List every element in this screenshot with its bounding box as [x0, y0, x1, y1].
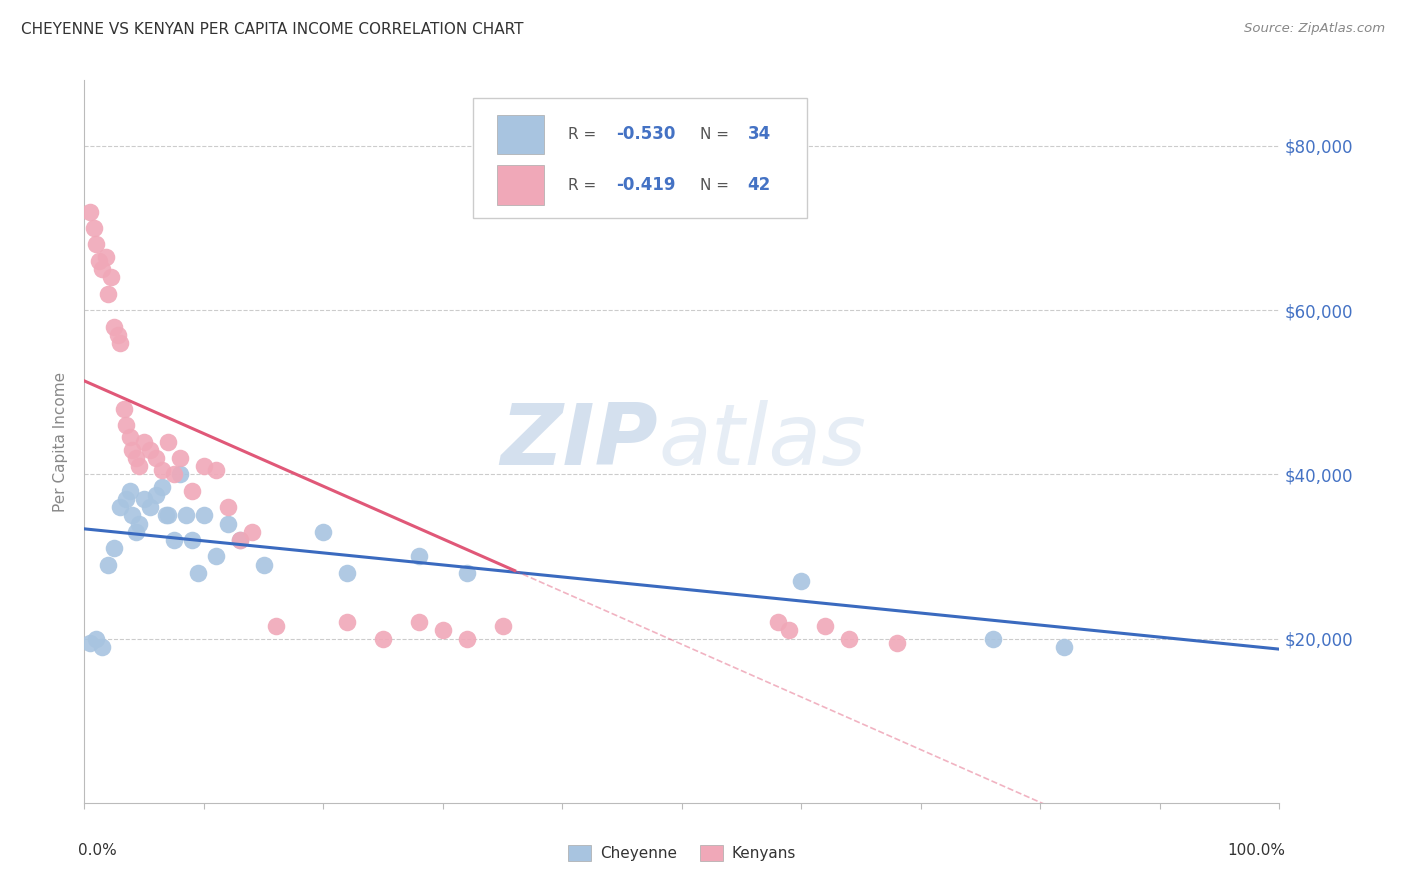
Point [86, 632, 108, 646]
Text: Source: ZipAtlas.com: Source: ZipAtlas.com [1244, 22, 1385, 36]
Text: 34: 34 [748, 126, 770, 144]
Point [112, 401, 135, 416]
Point [408, 549, 430, 564]
Point [336, 615, 359, 630]
Text: CHEYENNE VS KENYAN PER CAPITA INCOME CORRELATION CHART: CHEYENNE VS KENYAN PER CAPITA INCOME COR… [21, 22, 523, 37]
Point [240, 524, 263, 539]
Legend: Cheyenne, Kenyans: Cheyenne, Kenyans [561, 839, 803, 867]
Point [1053, 640, 1076, 654]
FancyBboxPatch shape [472, 98, 807, 218]
Point [132, 491, 156, 506]
Point [814, 619, 837, 633]
Point [187, 566, 209, 580]
Point [169, 467, 191, 482]
Point [838, 632, 860, 646]
Point [121, 508, 143, 523]
Point [128, 516, 150, 531]
Point [766, 615, 789, 630]
Point [217, 516, 239, 531]
Point [94, 250, 117, 264]
Point [157, 508, 180, 523]
Point [79, 204, 101, 219]
Point [145, 488, 167, 502]
Point [492, 619, 515, 633]
Point [103, 541, 125, 556]
Point [264, 619, 287, 633]
Point [115, 491, 138, 506]
Point [163, 533, 186, 547]
Text: 42: 42 [748, 176, 770, 194]
Point [229, 533, 252, 547]
Text: R =: R = [568, 127, 602, 142]
Point [139, 442, 162, 457]
Y-axis label: Per Capita Income: Per Capita Income [53, 371, 69, 512]
Point [110, 500, 132, 515]
Point [118, 483, 141, 498]
Point [193, 508, 215, 523]
Point [97, 558, 120, 572]
Point [779, 624, 801, 638]
Point [100, 270, 122, 285]
Text: N =: N = [700, 178, 734, 193]
Point [118, 430, 141, 444]
Point [181, 533, 204, 547]
Text: -0.419: -0.419 [616, 176, 676, 194]
Point [79, 636, 101, 650]
Point [432, 624, 454, 638]
Point [155, 508, 177, 523]
Point [229, 533, 252, 547]
Point [86, 237, 108, 252]
Text: 0.0%: 0.0% [79, 843, 117, 857]
Text: N =: N = [700, 127, 734, 142]
Point [181, 483, 204, 498]
Point [312, 524, 335, 539]
Point [128, 459, 150, 474]
Point [103, 319, 125, 334]
Point [205, 549, 228, 564]
FancyBboxPatch shape [496, 165, 544, 205]
Point [110, 336, 132, 351]
Point [886, 636, 908, 650]
Text: ZIP: ZIP [501, 400, 658, 483]
Point [132, 434, 156, 449]
Point [125, 524, 148, 539]
Point [456, 566, 478, 580]
Point [981, 632, 1004, 646]
Point [174, 508, 197, 523]
Text: R =: R = [568, 178, 602, 193]
Point [139, 500, 162, 515]
Point [83, 221, 105, 235]
Text: atlas: atlas [658, 400, 866, 483]
Point [373, 632, 395, 646]
Point [790, 574, 813, 588]
Point [125, 450, 148, 465]
Text: 100.0%: 100.0% [1227, 843, 1285, 857]
Point [163, 467, 186, 482]
Point [107, 327, 129, 342]
Point [91, 262, 114, 277]
Point [169, 450, 191, 465]
Point [408, 615, 430, 630]
Point [336, 566, 359, 580]
Point [157, 434, 180, 449]
Point [121, 442, 143, 457]
Point [205, 463, 228, 477]
FancyBboxPatch shape [496, 114, 544, 154]
Point [115, 418, 138, 433]
Point [97, 286, 120, 301]
Point [91, 640, 114, 654]
Point [87, 253, 110, 268]
Point [145, 450, 167, 465]
Point [193, 459, 215, 474]
Point [150, 480, 173, 494]
Point [456, 632, 478, 646]
Point [253, 558, 276, 572]
Point [150, 463, 173, 477]
Text: -0.530: -0.530 [616, 126, 675, 144]
Point [217, 500, 239, 515]
